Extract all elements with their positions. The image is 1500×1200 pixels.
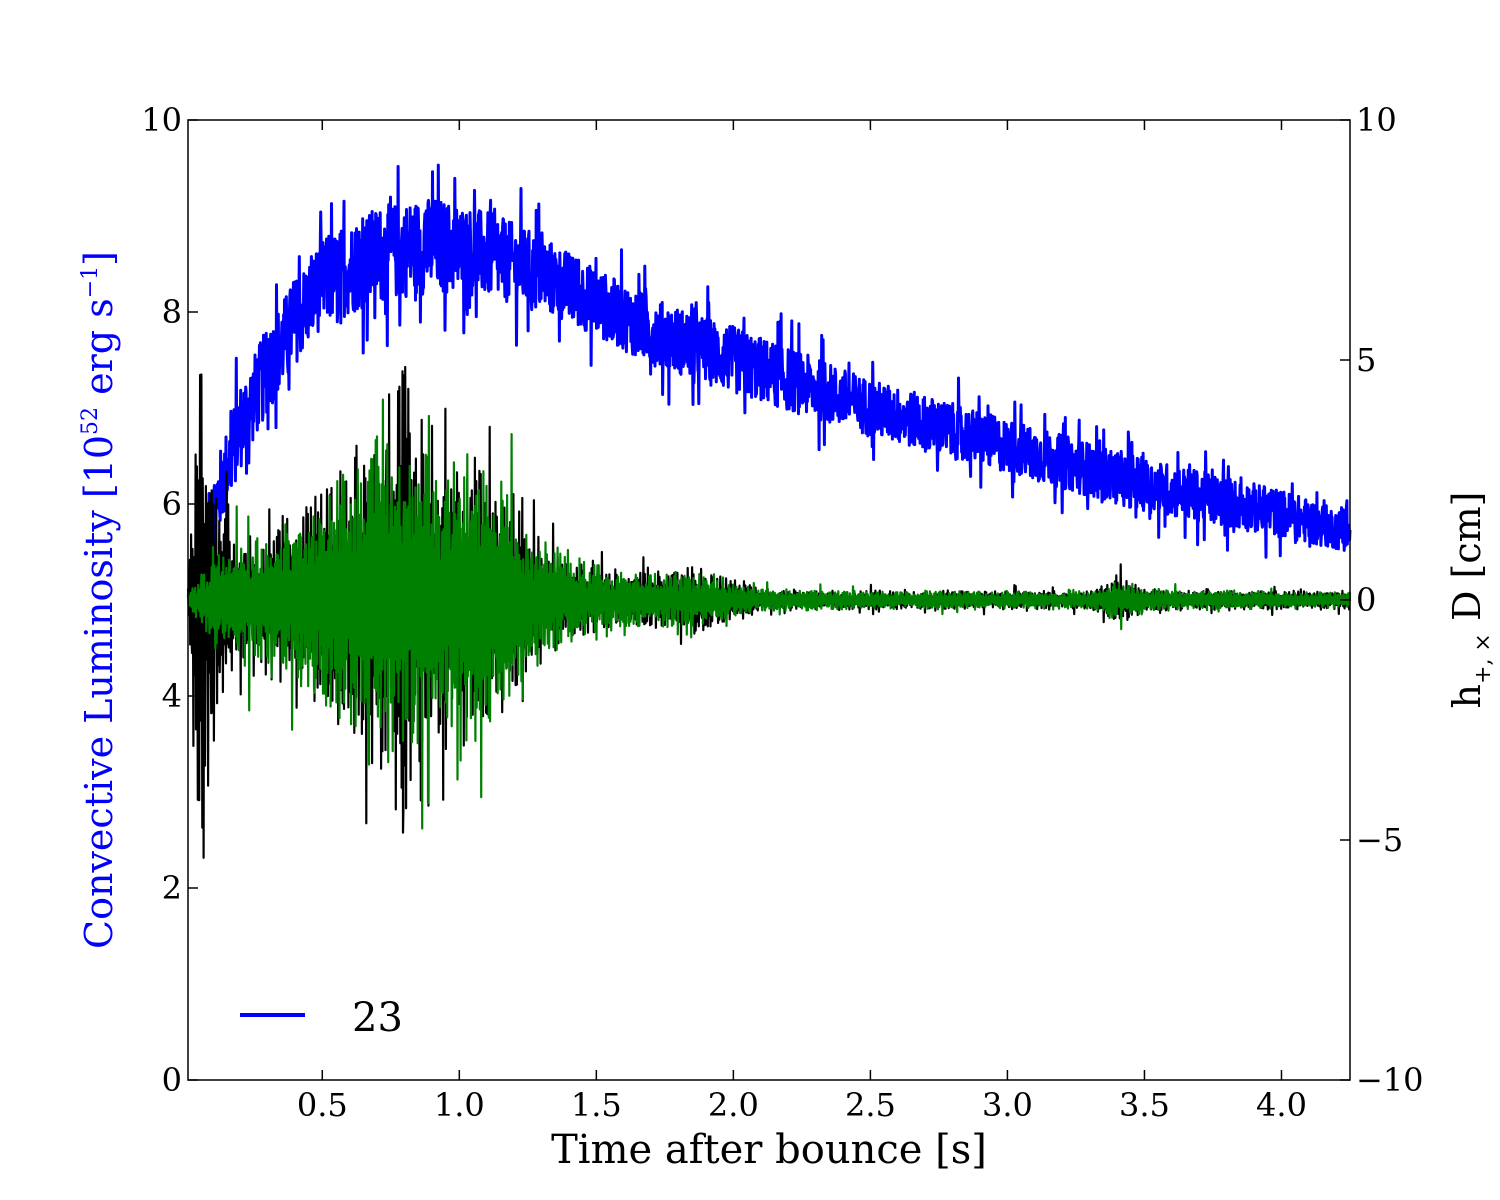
y-tick-label-right: −5 — [1356, 821, 1403, 859]
y-tick-label-right: −10 — [1356, 1061, 1424, 1099]
ticks-layer: 0.5 1.0 1.5 2.0 2.5 3.0 3.5 4.0 0 2 4 6 8 10 −10 −5 0 5 10 — [141, 101, 1423, 1124]
y-tick-label-right: 5 — [1356, 341, 1376, 379]
x-tick-label: 2.0 — [708, 1086, 759, 1124]
series-line-2 — [186, 398, 1352, 830]
legend-label-23: 23 — [352, 995, 403, 1041]
y-tick-label-right: 10 — [1356, 101, 1397, 139]
x-tick-label: 1.0 — [434, 1086, 485, 1124]
x-tick-label: 0.5 — [297, 1086, 348, 1124]
series-layer — [186, 163, 1352, 859]
x-tick-label: 3.0 — [982, 1086, 1033, 1124]
y-axis-label-left: Convective Luminosity [1052 erg s−1] — [77, 251, 121, 949]
y-axis-label-right: h+, × D [cm] — [1445, 492, 1496, 709]
legend: 23 — [240, 995, 403, 1041]
y-tick-label-right: 0 — [1356, 581, 1376, 619]
x-tick-label: 1.5 — [571, 1086, 622, 1124]
x-tick-label: 3.5 — [1119, 1086, 1170, 1124]
y-tick-label-left: 8 — [162, 293, 182, 331]
x-tick-label: 4.0 — [1256, 1086, 1307, 1124]
y-tick-label-left: 2 — [162, 869, 182, 907]
y-tick-label-left: 10 — [141, 101, 182, 139]
y-tick-label-left: 6 — [162, 485, 182, 523]
series-line-0 — [186, 163, 1352, 606]
y-tick-label-left: 0 — [162, 1061, 182, 1099]
x-axis-label: Time after bounce [s] — [551, 1127, 987, 1173]
x-tick-label: 2.5 — [845, 1086, 896, 1124]
y-tick-label-left: 4 — [162, 677, 182, 715]
